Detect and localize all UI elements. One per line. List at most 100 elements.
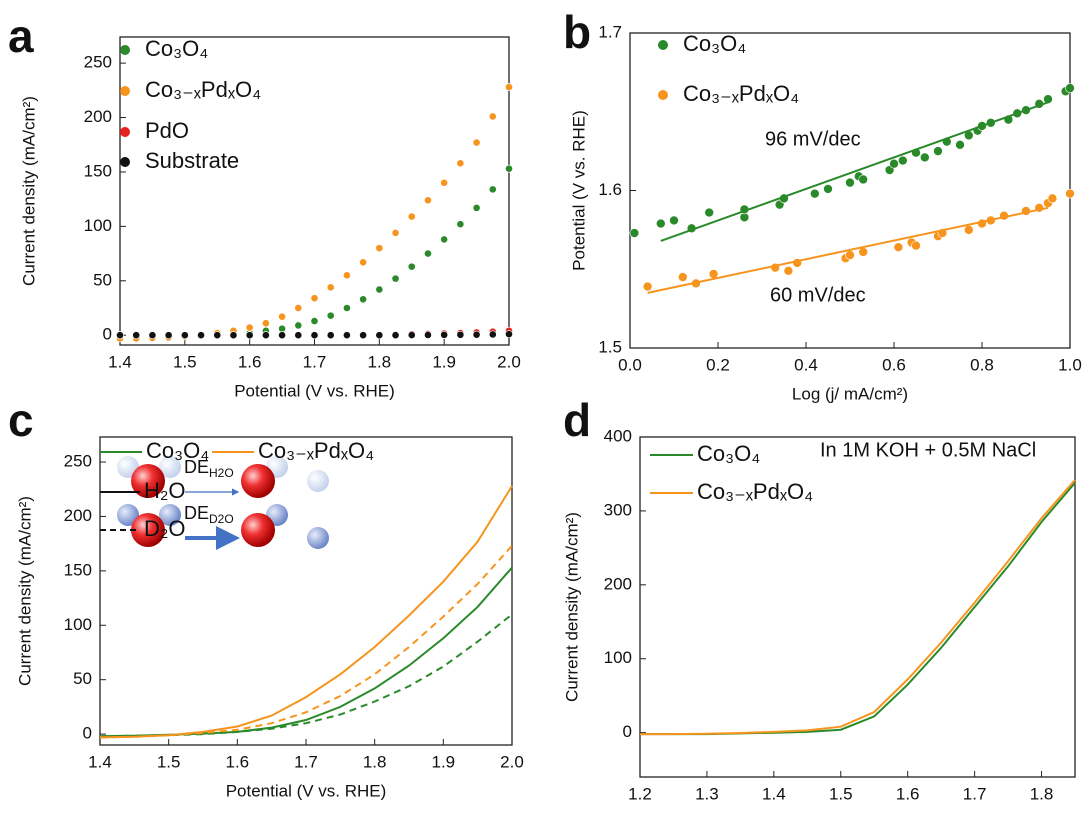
y-tick-label: 0 xyxy=(83,724,92,743)
data-point xyxy=(294,331,303,340)
legend-label: Co₃O₄ xyxy=(145,36,208,61)
data-point xyxy=(391,331,400,340)
x-axis-title: Log (j/ mA/cm²) xyxy=(792,384,908,403)
inset-label-main: DE xyxy=(184,457,209,477)
x-tick-label: 1.6 xyxy=(238,352,262,371)
data-point xyxy=(310,331,319,340)
x-tick-label: 2.0 xyxy=(500,752,524,771)
fit-line xyxy=(647,206,1049,294)
data-point xyxy=(897,155,908,166)
legend-marker xyxy=(658,90,668,100)
data-point xyxy=(440,330,449,339)
legend-marker xyxy=(120,157,130,167)
panel-letter: d xyxy=(563,394,591,446)
x-tick-label: 1.5 xyxy=(173,352,197,371)
data-point xyxy=(1047,193,1058,204)
data-point xyxy=(456,220,465,229)
x-tick-label: 1.0 xyxy=(1058,355,1082,374)
y-tick-label: 150 xyxy=(64,560,92,579)
data-point xyxy=(488,185,497,194)
x-tick-label: 1.9 xyxy=(432,352,456,371)
inset-label-main: DE xyxy=(184,503,209,523)
data-point xyxy=(180,331,189,340)
data-point xyxy=(505,164,513,173)
data-point xyxy=(407,212,416,221)
data-point xyxy=(669,215,679,226)
inset-label-sub: H2O xyxy=(209,466,234,480)
x-tick-label: 0.8 xyxy=(970,355,994,374)
data-point xyxy=(294,304,303,312)
x-tick-label: 0.6 xyxy=(882,355,906,374)
legend-label: Co₃₋ₓPdₓO₄ xyxy=(145,77,261,102)
legend-label: Co₃₋ₓPdₓO₄ xyxy=(697,479,813,504)
data-point xyxy=(1043,94,1053,104)
plot-area xyxy=(640,479,1076,736)
data-point xyxy=(326,331,335,340)
x-tick-label: 2.0 xyxy=(497,352,521,371)
plot-area xyxy=(99,485,513,739)
y-tick-label: 0 xyxy=(623,722,632,741)
data-point xyxy=(919,152,930,163)
data-point xyxy=(148,331,157,340)
panel-letter: b xyxy=(563,6,591,58)
x-tick-label: 1.8 xyxy=(368,352,392,371)
annotation: In 1M KOH + 0.5M NaCl xyxy=(820,439,1036,461)
legend-marker xyxy=(120,86,130,96)
data-point xyxy=(213,331,222,340)
x-tick-label: 1.9 xyxy=(432,752,456,771)
data-point xyxy=(472,203,481,212)
data-point xyxy=(677,272,688,282)
data-point xyxy=(310,294,319,303)
data-point xyxy=(424,249,432,258)
data-line xyxy=(99,485,513,739)
data-point xyxy=(261,319,270,328)
y-tick-label: 100 xyxy=(604,648,632,667)
legend-label: Co₃₋ₓPdₓO₄ xyxy=(683,81,799,106)
x-tick-label: 0.0 xyxy=(618,355,642,374)
data-point xyxy=(278,331,286,340)
y-tick-label: 200 xyxy=(604,574,632,593)
data-point xyxy=(424,196,432,205)
y-tick-label: 150 xyxy=(84,161,112,180)
data-point xyxy=(375,331,384,340)
x-tick-label: 1.7 xyxy=(294,752,318,771)
data-point xyxy=(359,331,368,340)
x-tick-label: 1.4 xyxy=(108,352,132,371)
data-point xyxy=(783,266,794,276)
legend-label: D₂O xyxy=(144,516,186,541)
data-point xyxy=(456,330,465,339)
x-tick-label: 1.7 xyxy=(303,352,327,371)
data-point xyxy=(440,178,449,187)
y-tick-label: 1.6 xyxy=(598,180,622,199)
panel-letter: a xyxy=(8,10,34,62)
x-tick-label: 1.2 xyxy=(628,784,652,803)
y-axis-title: Current density (mA/cm²) xyxy=(19,96,38,286)
legend-marker xyxy=(120,127,130,137)
data-point xyxy=(343,304,351,312)
plot-frame xyxy=(639,436,1076,778)
y-tick-label: 100 xyxy=(84,216,112,235)
data-point xyxy=(629,228,640,238)
data-point xyxy=(809,188,820,199)
y-tick-label: 250 xyxy=(64,452,92,471)
data-point xyxy=(229,331,238,340)
data-point xyxy=(1065,83,1075,93)
data-point xyxy=(505,330,513,339)
legend-marker xyxy=(658,40,668,50)
data-point xyxy=(440,235,449,244)
inset-label: DED2O xyxy=(184,503,234,526)
legend-label: PdO xyxy=(145,118,189,143)
data-point xyxy=(858,247,869,257)
legend-label: Substrate xyxy=(145,148,239,173)
data-point xyxy=(197,331,205,340)
data-point xyxy=(359,258,368,267)
data-point xyxy=(858,174,869,185)
y-tick-label: 1.7 xyxy=(598,22,622,41)
data-point xyxy=(294,321,303,330)
data-point xyxy=(708,269,719,279)
x-tick-label: 1.3 xyxy=(695,784,719,803)
data-point xyxy=(963,225,974,235)
data-point xyxy=(1065,188,1075,199)
data-line xyxy=(640,482,1076,736)
plot-area xyxy=(116,83,513,343)
